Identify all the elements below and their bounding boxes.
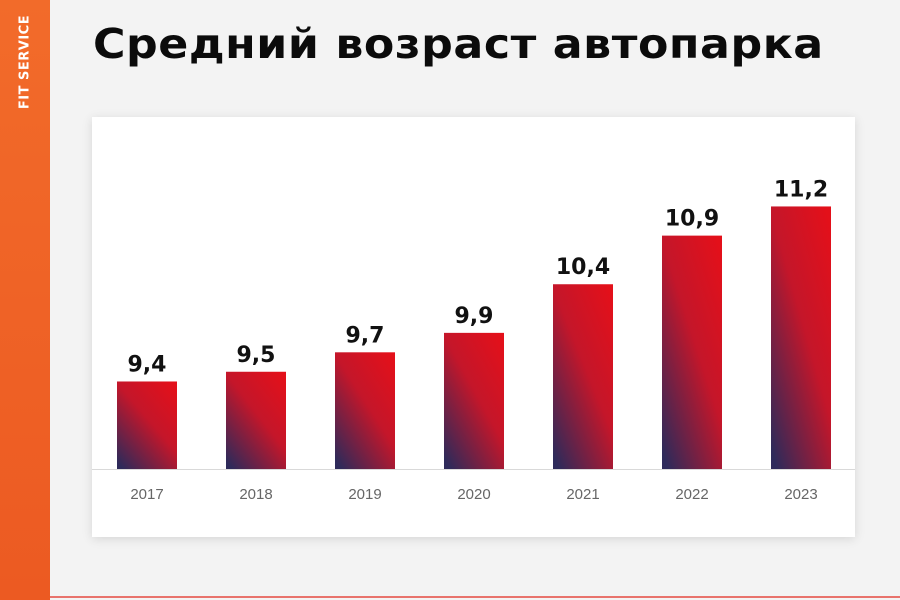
brand-logo: FIT SERVICE bbox=[17, 14, 33, 110]
bar-2023 bbox=[771, 206, 831, 469]
page-title: Средний возраст автопарка bbox=[93, 20, 824, 68]
value-label-2021: 10,4 bbox=[556, 255, 610, 280]
category-label-2017: 2017 bbox=[130, 486, 163, 503]
bar-2021 bbox=[553, 284, 613, 469]
bottom-accent-line bbox=[50, 596, 900, 598]
chart-card: 9,4 9,5 9,7 9,9 10,4 10,9 11,2 2017 2018 2019 202… bbox=[92, 117, 855, 537]
value-label-2023: 11,2 bbox=[774, 177, 828, 202]
category-label-2021: 2021 bbox=[566, 486, 599, 503]
bar-2020 bbox=[444, 332, 504, 469]
bar-2017 bbox=[117, 381, 177, 469]
value-label-2018: 9,5 bbox=[237, 343, 276, 368]
bar-2019 bbox=[335, 352, 395, 469]
value-label-2017: 9,4 bbox=[128, 352, 167, 377]
value-label-2019: 9,7 bbox=[346, 323, 385, 348]
category-label-2020: 2020 bbox=[457, 486, 490, 503]
bars-group bbox=[117, 206, 831, 469]
category-label-2019: 2019 bbox=[348, 486, 381, 503]
bar-2022 bbox=[662, 235, 722, 469]
side-strip: FIT SERVICE bbox=[0, 0, 50, 600]
bar-chart: 9,4 9,5 9,7 9,9 10,4 10,9 11,2 2017 2018 2019 202… bbox=[92, 177, 855, 503]
value-label-2020: 9,9 bbox=[455, 304, 494, 329]
value-labels-group: 9,4 9,5 9,7 9,9 10,4 10,9 11,2 bbox=[128, 177, 829, 377]
category-label-2018: 2018 bbox=[239, 486, 272, 503]
category-label-2023: 2023 bbox=[784, 486, 817, 503]
bar-2018 bbox=[226, 371, 286, 469]
value-label-2022: 10,9 bbox=[665, 207, 719, 232]
category-label-2022: 2022 bbox=[675, 486, 708, 503]
category-labels-group: 2017 2018 2019 2020 2021 2022 2023 bbox=[130, 486, 817, 503]
